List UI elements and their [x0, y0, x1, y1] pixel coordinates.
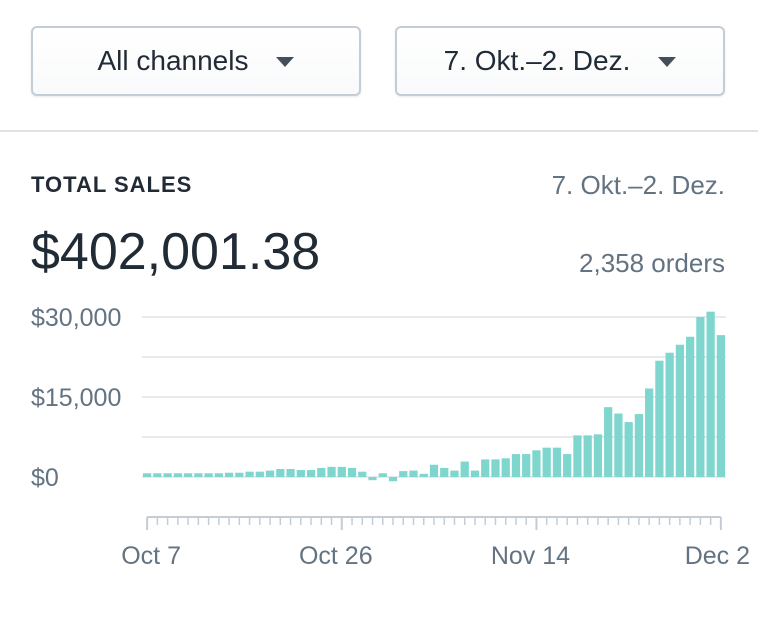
bar-oct-17[interactable] — [245, 471, 254, 477]
bar-nov-13[interactable] — [522, 454, 531, 477]
date-range-label: 7. Okt.–2. Dez. — [443, 45, 631, 76]
bar-oct-9[interactable] — [163, 473, 172, 477]
bar-oct-16[interactable] — [235, 472, 244, 477]
bar-oct-28[interactable] — [358, 471, 367, 477]
bar-nov-16[interactable] — [552, 447, 562, 477]
bar-oct-15[interactable] — [224, 472, 234, 477]
bar-nov-17[interactable] — [563, 454, 572, 477]
bar-oct-19[interactable] — [265, 470, 275, 477]
bar-nov-27[interactable] — [665, 352, 674, 477]
bar-nov-7[interactable] — [460, 461, 469, 477]
bar-oct-13[interactable] — [204, 473, 213, 477]
bar-nov-22[interactable] — [614, 413, 623, 477]
channel-filter-label: All channels — [97, 45, 249, 76]
bar-oct-14[interactable] — [214, 473, 223, 477]
bar-nov-20[interactable] — [593, 434, 603, 477]
bar-nov-1[interactable] — [399, 471, 408, 477]
bar-nov-28[interactable] — [675, 344, 685, 477]
bar-dec-1[interactable] — [706, 311, 715, 477]
bar-nov-23[interactable] — [624, 422, 633, 477]
date-range-dropdown[interactable]: 7. Okt.–2. Dez. — [395, 26, 725, 96]
bar-oct-20[interactable] — [276, 469, 285, 477]
x-tick-label: Nov 14 — [491, 542, 570, 570]
bar-oct-27[interactable] — [347, 467, 357, 477]
chart-y-tick-labels: $0 $15,000 $30,000 — [31, 304, 121, 492]
x-tick-label: Oct 7 — [121, 542, 181, 570]
y-tick-label: $30,000 — [31, 304, 121, 332]
bar-nov-2[interactable] — [409, 470, 418, 477]
bar-oct-10[interactable] — [173, 473, 182, 477]
bar-nov-25[interactable] — [645, 388, 654, 477]
bar-oct-25[interactable] — [327, 466, 336, 477]
bar-nov-24[interactable] — [634, 414, 644, 477]
bar-nov-5[interactable] — [440, 467, 449, 477]
bar-oct-8[interactable] — [153, 473, 162, 477]
bar-oct-23[interactable] — [306, 470, 316, 477]
x-tick-label: Oct 26 — [299, 542, 373, 570]
chevron-down-icon — [276, 57, 295, 67]
bar-nov-19[interactable] — [583, 435, 592, 477]
bar-nov-4[interactable] — [429, 464, 439, 477]
total-sales-value: $402,001.38 — [31, 223, 321, 281]
bar-oct-31[interactable] — [388, 477, 398, 482]
bar-nov-15[interactable] — [542, 447, 551, 477]
bar-oct-29[interactable] — [368, 477, 377, 481]
bar-nov-9[interactable] — [481, 459, 490, 477]
bar-oct-21[interactable] — [286, 469, 295, 477]
bar-nov-3[interactable] — [419, 473, 428, 477]
chevron-down-icon — [658, 57, 677, 67]
bar-nov-10[interactable] — [491, 459, 500, 477]
y-tick-label: $0 — [31, 464, 59, 492]
bar-oct-18[interactable] — [255, 471, 264, 477]
chart-bars — [143, 311, 725, 482]
bar-oct-22[interactable] — [296, 470, 305, 477]
bar-oct-24[interactable] — [317, 467, 326, 477]
bar-nov-26[interactable] — [655, 360, 664, 477]
orders-count: 2,358 orders — [579, 248, 725, 278]
bar-nov-12[interactable] — [511, 454, 521, 477]
bar-oct-7[interactable] — [143, 473, 152, 477]
bar-nov-30[interactable] — [696, 317, 705, 477]
channel-filter-dropdown[interactable]: All channels — [31, 26, 361, 96]
x-tick-label: Dec 2 — [685, 542, 750, 570]
chart-x-tick-labels: Oct 7 Oct 26 Nov 14 Dec 2 — [121, 542, 750, 570]
bar-dec-2[interactable] — [716, 335, 725, 477]
bar-oct-26[interactable] — [337, 466, 346, 477]
bar-nov-14[interactable] — [532, 450, 541, 477]
bar-nov-21[interactable] — [604, 407, 613, 477]
card-title: TOTAL SALES — [31, 172, 193, 197]
bar-nov-11[interactable] — [501, 458, 510, 477]
bar-nov-18[interactable] — [573, 435, 582, 477]
chart-x-axis — [146, 516, 722, 530]
section-divider — [0, 130, 758, 132]
bar-nov-6[interactable] — [450, 470, 459, 477]
bar-oct-11[interactable] — [183, 473, 193, 477]
y-tick-label: $15,000 — [31, 384, 121, 412]
bar-nov-29[interactable] — [686, 336, 695, 477]
card-date-range: 7. Okt.–2. Dez. — [551, 170, 725, 200]
bar-oct-30[interactable] — [378, 473, 387, 477]
bar-oct-12[interactable] — [194, 473, 203, 477]
bar-nov-8[interactable] — [470, 470, 480, 477]
